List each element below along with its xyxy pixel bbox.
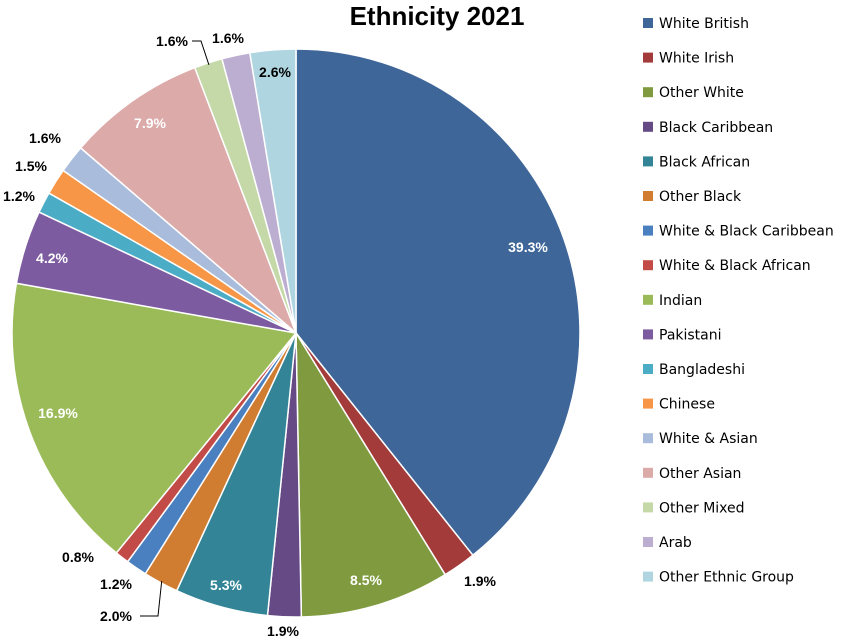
data-label-chinese: 1.5% [15, 158, 47, 174]
leader-line-other-mixed [192, 40, 210, 65]
data-label-bangladeshi: 1.2% [3, 188, 35, 204]
legend-swatch-arab [643, 537, 653, 547]
chart-title: Ethnicity 2021 [350, 1, 525, 31]
legend-label-indian: Indian [659, 293, 702, 309]
legend-label-arab: Arab [659, 535, 692, 551]
pie-slices [11, 48, 581, 618]
legend-swatch-other-asian [643, 467, 653, 478]
legend-label-other-black: Other Black [659, 189, 742, 205]
data-label-white-british: 39.3% [508, 239, 548, 255]
leader-lines [140, 40, 210, 617]
legend-label-other-asian: Other Asian [659, 466, 741, 482]
data-label-pakistani: 4.2% [36, 250, 68, 266]
data-label-white-irish: 1.9% [464, 573, 496, 589]
legend-label-other-ethnic-group: Other Ethnic Group [659, 570, 794, 586]
legend-swatch-black-african [643, 156, 653, 167]
data-label-other-asian: 7.9% [134, 115, 166, 131]
legend: White British White Irish Other White Black… [643, 16, 834, 586]
legend-swatch-white-and-black-african [643, 260, 653, 271]
pie-slice-other-white [295, 330, 447, 618]
legend-swatch-black-caribbean [643, 121, 653, 132]
legend-swatch-white-irish [643, 52, 653, 63]
legend-label-white-and-asian: White & Asian [659, 431, 758, 447]
legend-swatch-other-mixed [643, 502, 653, 513]
pie-slice-indian [11, 282, 298, 555]
legend-swatch-bangladeshi [643, 364, 653, 374]
legend-label-bangladeshi: Bangladeshi [659, 362, 745, 378]
legend-label-other-mixed: Other Mixed [659, 500, 745, 516]
legend-label-white-and-black-caribbean: White & Black Caribbean [659, 224, 834, 240]
legend-swatch-white-and-asian [643, 433, 653, 444]
legend-swatch-other-white [643, 87, 653, 98]
legend-label-white-irish: White Irish [659, 51, 734, 67]
data-labels: 39.3% 1.9% 8.5% 1.9% 5.3% 2.0% 1.2% 0.8% 16.9% 4.… [3, 30, 548, 639]
legend-label-black-caribbean: Black Caribbean [659, 120, 773, 136]
legend-swatch-other-ethnic-group [643, 571, 653, 582]
data-label-other-ethnic-group: 2.6% [259, 64, 291, 80]
data-label-white-and-asian: 1.6% [29, 130, 61, 146]
legend-swatch-chinese [643, 398, 653, 409]
leader-line-other-black [140, 580, 163, 617]
legend-swatch-white-british [643, 18, 653, 28]
data-label-black-african: 5.3% [210, 577, 242, 593]
legend-label-pakistani: Pakistani [659, 327, 722, 343]
data-label-white-and-black-african: 0.8% [62, 549, 94, 565]
pie-slice-other-asian [79, 66, 297, 334]
legend-swatch-white-and-black-caribbean [643, 225, 653, 236]
data-label-indian: 16.9% [38, 405, 78, 421]
legend-swatch-other-black [643, 191, 653, 201]
data-label-other-mixed: 1.6% [156, 33, 188, 49]
legend-label-black-african: Black African [659, 154, 750, 170]
pie-slice-other-ethnic-group [248, 48, 297, 334]
data-label-black-caribbean: 1.9% [267, 623, 299, 639]
legend-label-white-and-black-african: White & Black African [659, 258, 811, 274]
legend-swatch-indian [643, 294, 653, 305]
legend-swatch-pakistani [643, 329, 653, 340]
data-label-white-and-black-caribbean: 1.2% [100, 576, 132, 592]
legend-label-chinese: Chinese [659, 397, 715, 413]
data-label-arab: 1.6% [212, 30, 244, 46]
legend-label-other-white: Other White [659, 85, 744, 101]
pie-slice-white-british [295, 48, 581, 557]
data-label-other-white: 8.5% [350, 572, 382, 588]
data-label-other-black: 2.0% [100, 608, 132, 624]
legend-label-white-british: White British [659, 16, 749, 32]
